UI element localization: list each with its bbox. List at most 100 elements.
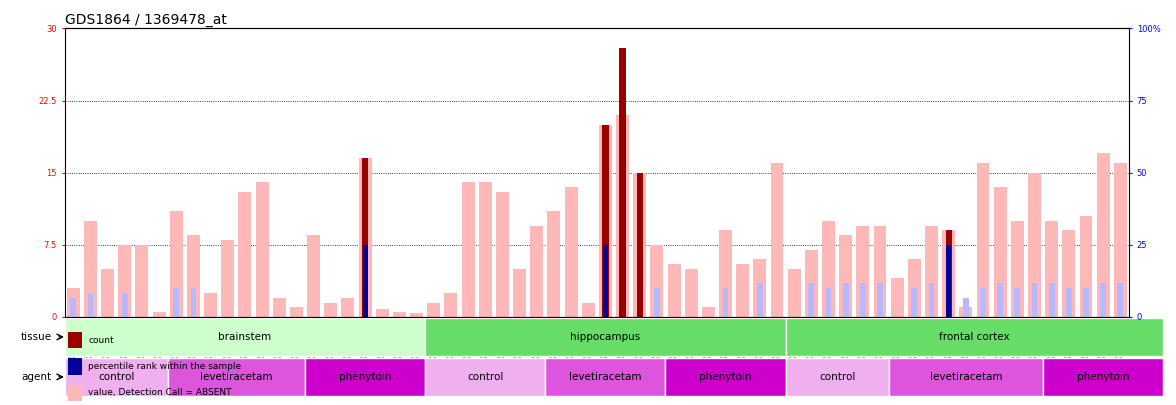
Bar [1117, 284, 1123, 317]
Text: frontal cortex: frontal cortex [940, 332, 1010, 342]
Bar [101, 269, 114, 317]
Bar [963, 298, 969, 317]
Bar [946, 230, 951, 317]
Text: phenytoin: phenytoin [1077, 372, 1129, 382]
Bar [1028, 173, 1041, 317]
Text: agent: agent [22, 372, 52, 382]
Bar [1031, 284, 1037, 317]
Bar [362, 158, 368, 317]
Bar [994, 187, 1007, 317]
Bar [947, 245, 951, 317]
Bar [840, 235, 853, 317]
Bar [168, 358, 305, 396]
Bar [548, 211, 560, 317]
Bar [786, 318, 1163, 356]
Text: brainstem: brainstem [219, 332, 272, 342]
Bar [1062, 230, 1075, 317]
Bar [87, 293, 93, 317]
Bar [273, 298, 286, 317]
Bar [860, 284, 866, 317]
Bar [290, 307, 303, 317]
Bar [720, 230, 731, 317]
Bar [153, 312, 166, 317]
Bar [359, 158, 372, 317]
Bar [666, 358, 786, 396]
Bar [808, 284, 814, 317]
Text: GDS1864 / 1369478_at: GDS1864 / 1369478_at [65, 13, 227, 27]
Bar [856, 226, 869, 317]
Bar [445, 293, 457, 317]
Bar [684, 269, 697, 317]
Bar [65, 318, 426, 356]
Bar [1101, 284, 1107, 317]
Bar [786, 358, 889, 396]
Bar [513, 269, 526, 317]
Bar [426, 358, 546, 396]
Bar [843, 284, 849, 317]
Bar [67, 288, 80, 317]
Bar [239, 192, 252, 317]
Bar [187, 235, 200, 317]
Text: levetiracetam: levetiracetam [569, 372, 642, 382]
Bar [255, 182, 268, 317]
Bar [654, 288, 660, 317]
Bar [929, 284, 935, 317]
Bar [1097, 153, 1110, 317]
Bar [620, 48, 626, 317]
Bar [702, 307, 715, 317]
Bar [426, 318, 786, 356]
Bar [980, 288, 985, 317]
Bar [1045, 221, 1058, 317]
Bar [221, 240, 234, 317]
Bar [1083, 288, 1089, 317]
Text: tissue: tissue [21, 332, 52, 342]
Bar [496, 192, 509, 317]
Bar [822, 221, 835, 317]
Bar [71, 298, 76, 317]
Bar [650, 245, 663, 317]
Text: phenytoin: phenytoin [700, 372, 751, 382]
Bar [1015, 288, 1021, 317]
Text: percentile rank within the sample: percentile rank within the sample [88, 362, 241, 371]
Text: control: control [467, 372, 503, 382]
Bar [341, 298, 354, 317]
Bar [393, 312, 406, 317]
Bar [997, 284, 1003, 317]
Bar [908, 259, 921, 317]
Bar [634, 173, 646, 317]
Bar [1114, 163, 1127, 317]
Bar [410, 313, 423, 317]
Text: control: control [818, 372, 855, 382]
Bar [173, 288, 179, 317]
Bar [1011, 221, 1024, 317]
Bar [788, 269, 801, 317]
Bar [65, 358, 168, 396]
Text: count: count [88, 336, 114, 345]
Bar [926, 226, 938, 317]
Bar [1080, 216, 1093, 317]
Bar [890, 279, 903, 317]
Bar [376, 309, 389, 317]
Bar [205, 293, 218, 317]
Bar [874, 226, 887, 317]
Text: value, Detection Call = ABSENT: value, Detection Call = ABSENT [88, 388, 232, 397]
Bar [307, 235, 320, 317]
Bar [119, 245, 132, 317]
Bar [1065, 288, 1071, 317]
Bar [757, 284, 763, 317]
Bar [479, 182, 492, 317]
Bar [960, 307, 973, 317]
Bar [826, 288, 831, 317]
Bar [305, 358, 426, 396]
Bar [804, 249, 817, 317]
Bar [602, 125, 609, 317]
Bar [582, 303, 595, 317]
Text: levetiracetam: levetiracetam [200, 372, 273, 382]
Bar [427, 303, 440, 317]
Bar [636, 173, 643, 317]
Bar [889, 358, 1043, 396]
Bar [83, 221, 96, 317]
Bar [362, 245, 368, 317]
Bar [191, 288, 196, 317]
Bar [325, 303, 338, 317]
